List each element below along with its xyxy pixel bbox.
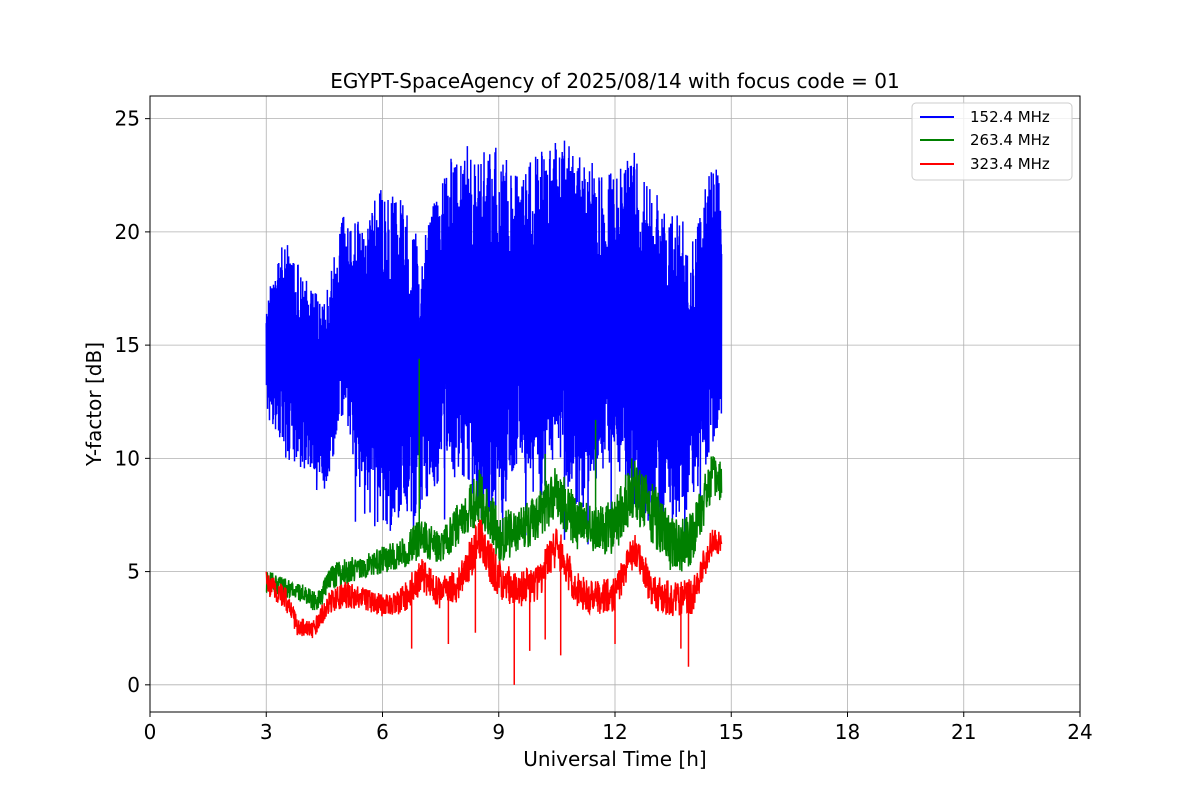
x-tick-label: 6 bbox=[376, 720, 389, 744]
y-axis: 0 5 10 15 20 25 bbox=[115, 107, 150, 697]
x-tick-label: 21 bbox=[951, 720, 976, 744]
y-tick-label: 20 bbox=[115, 220, 140, 244]
x-tick-label: 18 bbox=[835, 720, 860, 744]
x-axis: 0 3 6 9 12 15 18 21 24 bbox=[144, 712, 1093, 744]
legend: 152.4 MHz 263.4 MHz 323.4 MHz bbox=[911, 102, 1073, 181]
legend-label-152: 152.4 MHz bbox=[970, 108, 1050, 126]
y-tick-label: 10 bbox=[115, 446, 140, 470]
series-layer bbox=[265, 140, 723, 685]
series-line-152 bbox=[265, 140, 723, 545]
x-tick-label: 9 bbox=[492, 720, 505, 744]
y-axis-title: Y-factor [dB] bbox=[82, 342, 106, 467]
x-tick-label: 15 bbox=[719, 720, 744, 744]
x-tick-label: 24 bbox=[1067, 720, 1092, 744]
legend-label-263: 263.4 MHz bbox=[970, 131, 1050, 149]
y-tick-label: 25 bbox=[115, 107, 140, 131]
legend-box bbox=[911, 102, 1073, 181]
y-tick-label: 15 bbox=[115, 333, 140, 357]
y-tick-label: 0 bbox=[127, 673, 140, 697]
x-tick-label: 12 bbox=[602, 720, 627, 744]
series-line-263 bbox=[265, 358, 723, 611]
x-axis-title: Universal Time [h] bbox=[523, 747, 706, 771]
legend-label-323: 323.4 MHz bbox=[970, 155, 1050, 173]
x-tick-label: 0 bbox=[144, 720, 157, 744]
chart-title: EGYPT-SpaceAgency of 2025/08/14 with foc… bbox=[330, 69, 899, 93]
x-tick-label: 3 bbox=[260, 720, 273, 744]
series-line-323 bbox=[265, 519, 723, 685]
y-tick-label: 5 bbox=[127, 560, 140, 584]
